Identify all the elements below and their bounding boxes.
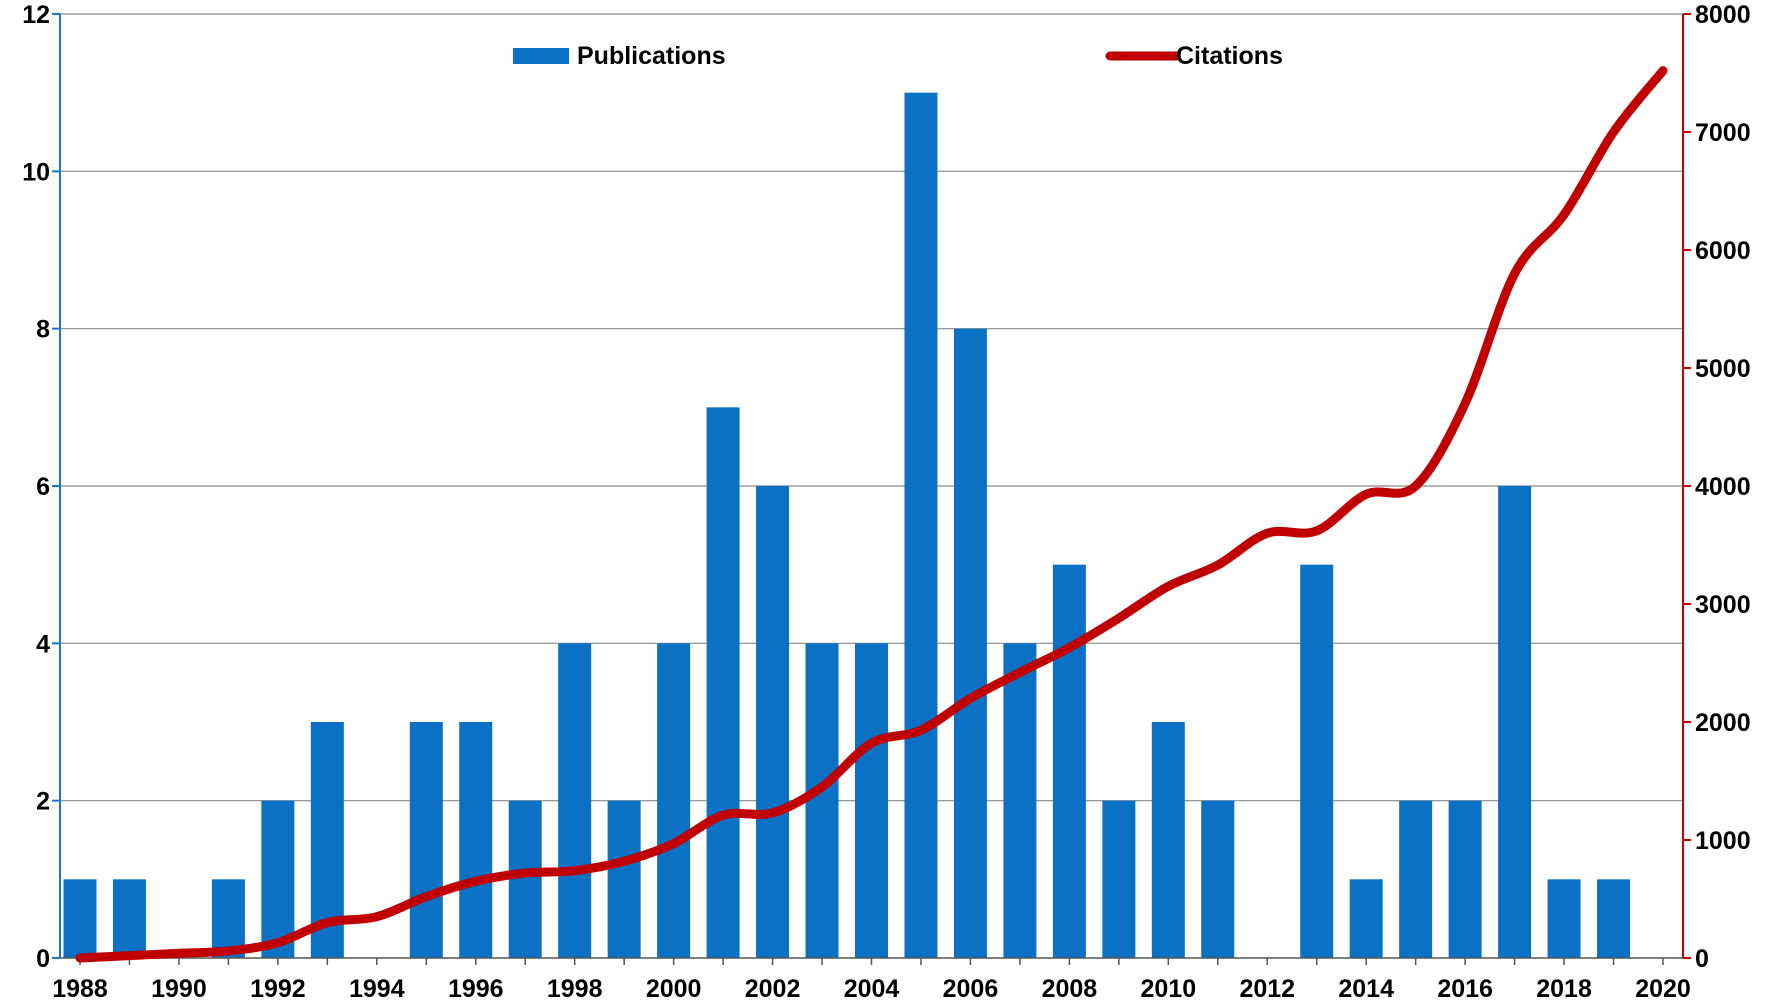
bar-2002 [756, 486, 790, 958]
bar-2009 [1102, 800, 1136, 958]
right-tick-label: 4000 [1695, 473, 1751, 501]
legend: Publications Citations [513, 42, 1283, 70]
bar-2011 [1201, 800, 1235, 958]
citations-line [75, 66, 1668, 963]
x-tick-label: 1998 [547, 975, 603, 1003]
left-tick-label: 6 [36, 473, 50, 501]
bar-2003 [805, 643, 839, 958]
bar-1999 [607, 800, 641, 958]
bar-2017 [1498, 486, 1532, 958]
left-tick-label: 2 [36, 788, 50, 816]
left-tick-label: 8 [36, 316, 50, 344]
x-tick-label: 1994 [349, 975, 405, 1003]
x-tick-label: 2014 [1338, 975, 1394, 1003]
bar-1991 [211, 879, 245, 958]
bar-2013 [1300, 564, 1334, 958]
bar-2018 [1547, 879, 1581, 958]
x-tick-label: 2016 [1437, 975, 1493, 1003]
bar-2006 [953, 328, 987, 959]
x-tick-label: 1988 [52, 975, 108, 1003]
left-tick-label: 10 [22, 158, 50, 186]
x-tick-label: 1996 [448, 975, 504, 1003]
right-tick-label: 0 [1695, 945, 1709, 973]
right-tick-label: 3000 [1695, 591, 1751, 619]
bar-1996 [459, 722, 493, 958]
bar-1988 [63, 879, 97, 958]
bar-2016 [1448, 800, 1482, 958]
bar-2008 [1052, 564, 1086, 958]
bar-2000 [657, 643, 691, 958]
bar-1998 [558, 643, 592, 958]
bar-1995 [409, 722, 443, 958]
x-tick-label: 2004 [844, 975, 900, 1003]
right-tick-label: 2000 [1695, 709, 1751, 737]
x-tick-label: 1992 [250, 975, 306, 1003]
legend-citations-label: Citations [1176, 42, 1283, 70]
bar-1997 [508, 800, 542, 958]
axes: 0 2 4 6 8 10 12 0 1000 2000 3000 4000 5000 6000 7000 80… [22, 1, 1750, 1003]
bar-1989 [112, 879, 146, 958]
x-tick-label: 2008 [1042, 975, 1098, 1003]
bar-2014 [1349, 879, 1383, 958]
left-tick-label: 12 [22, 1, 50, 29]
x-tick-label: 2020 [1635, 975, 1691, 1003]
legend-publications-label: Publications [577, 42, 726, 70]
bar-2001 [706, 407, 740, 958]
bar-2019 [1597, 879, 1631, 958]
x-tick-label: 2010 [1141, 975, 1197, 1003]
x-tick-label: 1990 [151, 975, 207, 1003]
left-tick-label: 0 [36, 945, 50, 973]
bar-2015 [1399, 800, 1433, 958]
bar-2007 [1003, 643, 1037, 958]
x-tick-label: 2012 [1239, 975, 1295, 1003]
bar-2010 [1151, 722, 1185, 958]
publications-bars [63, 92, 1631, 959]
right-tick-label: 7000 [1695, 119, 1751, 147]
right-tick-label: 6000 [1695, 237, 1751, 265]
x-tick-label: 2002 [745, 975, 801, 1003]
bar-2004 [855, 643, 888, 958]
x-tick-label: 2006 [943, 975, 999, 1003]
left-tick-label: 4 [36, 630, 50, 658]
right-tick-label: 8000 [1695, 1, 1751, 29]
legend-publications-swatch [513, 48, 569, 64]
right-tick-label: 1000 [1695, 827, 1751, 855]
bar-1992 [261, 800, 295, 958]
citations-line-group [75, 66, 1668, 963]
x-tick-label: 2018 [1536, 975, 1592, 1003]
bar-2005 [904, 92, 938, 958]
right-tick-label: 5000 [1695, 355, 1751, 383]
x-tick-label: 2000 [646, 975, 702, 1003]
